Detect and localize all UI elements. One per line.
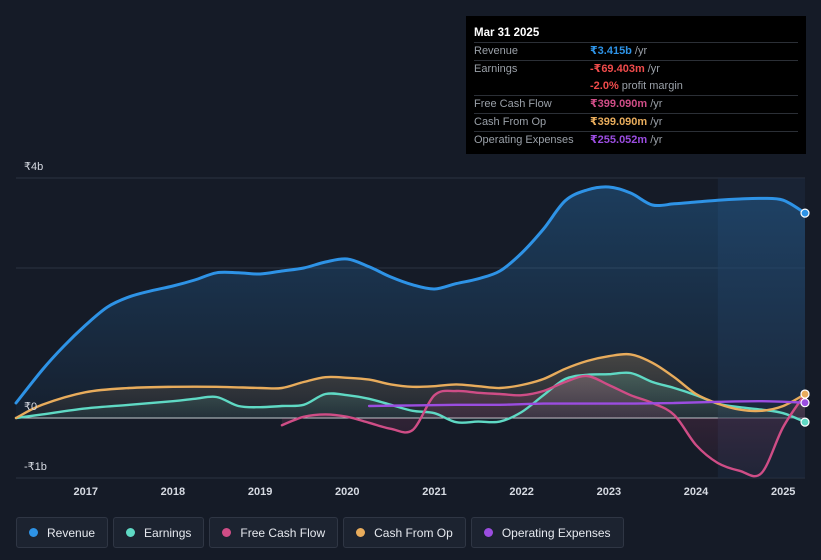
y-tick-label: -₹1b [24,461,47,473]
tooltip-row-label: Revenue [474,45,519,57]
tooltip-row-value: ₹255.052m [590,134,648,146]
tooltip-row-unit: profit margin [621,80,683,92]
y-tick-label: ₹0 [24,401,37,413]
legend-dot-icon [356,528,366,537]
tooltip-row: Earnings -₹69.403m/yr [474,60,798,78]
tooltip-row-value: ₹399.090m [590,116,648,128]
legend-label: Earnings [144,525,192,540]
endpoint-earnings [800,417,810,427]
tooltip-row-value: -₹69.403m [590,63,645,75]
x-tick-label: 2023 [597,486,621,498]
endpoint-operating-expenses [800,398,810,408]
legend-dot-icon [126,528,136,537]
tooltip-row-label: Cash From Op [474,116,547,128]
tooltip-row: -2.0% profit margin [474,78,798,95]
legend-label: Revenue [47,525,96,540]
tooltip-row-unit: /yr [647,63,660,75]
x-tick-label: 2024 [684,486,709,498]
tooltip-row-value: ₹3.415b [590,45,632,57]
area-cash-from-op [16,354,805,418]
tooltip: Mar 31 2025 Revenue ₹3.415b/yr Earnings -₹6… [466,16,806,154]
tooltip-row: Revenue ₹3.415b/yr [474,42,798,60]
legend-dot-icon [29,528,38,537]
legend-label: Operating Expenses [501,525,611,540]
x-tick-label: 2022 [509,486,533,498]
tooltip-row-unit: /yr [650,98,663,110]
endpoint-cash-from-op [800,389,810,399]
tooltip-row-label: Operating Expenses [474,134,574,146]
series-line-operating-expenses [367,399,807,408]
tooltip-row-unit: /yr [650,116,663,128]
x-tick-label: 2018 [161,486,185,498]
tooltip-row-unit: /yr [650,134,663,146]
legend-label: Free Cash Flow [240,525,326,540]
y-tick-label: ₹4b [24,161,43,173]
x-tick-label: 2025 [771,486,795,498]
series-line-revenue [14,185,807,405]
chart-lines [14,185,807,478]
legend-item-revenue[interactable]: Revenue [16,517,109,548]
tooltip-row-unit: /yr [634,45,648,57]
legend-item-operating-expenses[interactable]: Operating Expenses [470,517,624,548]
x-tick-label: 2020 [335,486,359,498]
legend-dot-icon [222,528,232,537]
legend-item-earnings[interactable]: Earnings [113,517,205,548]
series-line-earnings [14,371,807,424]
x-axis-ticks: 2017 2018 2019 2020 2021 2022 2023 2024 2025 [74,486,796,498]
tooltip-row-value: -2.0% [590,80,619,92]
legend-item-cash-from-op[interactable]: Cash From Op [343,517,466,548]
tooltip-row: Cash From Op ₹399.090m/yr [474,113,798,131]
x-tick-label: 2019 [248,486,272,498]
chart-endpoints [800,208,810,427]
endpoint-revenue [800,208,810,218]
legend-dot-icon [483,528,493,537]
series-line-cash-from-op [14,352,807,420]
y-axis-ticks: ₹4b ₹0 -₹1b [24,161,47,473]
tooltip-row-label: Free Cash Flow [474,98,552,110]
tooltip-row: Operating Expenses ₹255.052m/yr [474,131,798,149]
area-revenue [16,186,805,418]
x-tick-label: 2017 [74,486,98,498]
tooltip-row: Free Cash Flow ₹399.090m/yr [474,95,798,113]
tooltip-date: Mar 31 2025 [474,27,540,39]
series-line-free-cash-flow [280,374,807,478]
tooltip-row-label [474,78,590,95]
legend-label: Cash From Op [374,525,453,540]
legend-item-free-cash-flow[interactable]: Free Cash Flow [209,517,339,548]
tooltip-rows: Revenue ₹3.415b/yr Earnings -₹69.403m/yr -2.… [474,42,798,149]
tooltip-row-value: ₹399.090m [590,98,648,110]
tooltip-row-label: Earnings [474,63,518,75]
legend: Revenue Earnings Free Cash Flow Cash From O… [16,517,624,548]
x-tick-label: 2021 [422,486,446,498]
